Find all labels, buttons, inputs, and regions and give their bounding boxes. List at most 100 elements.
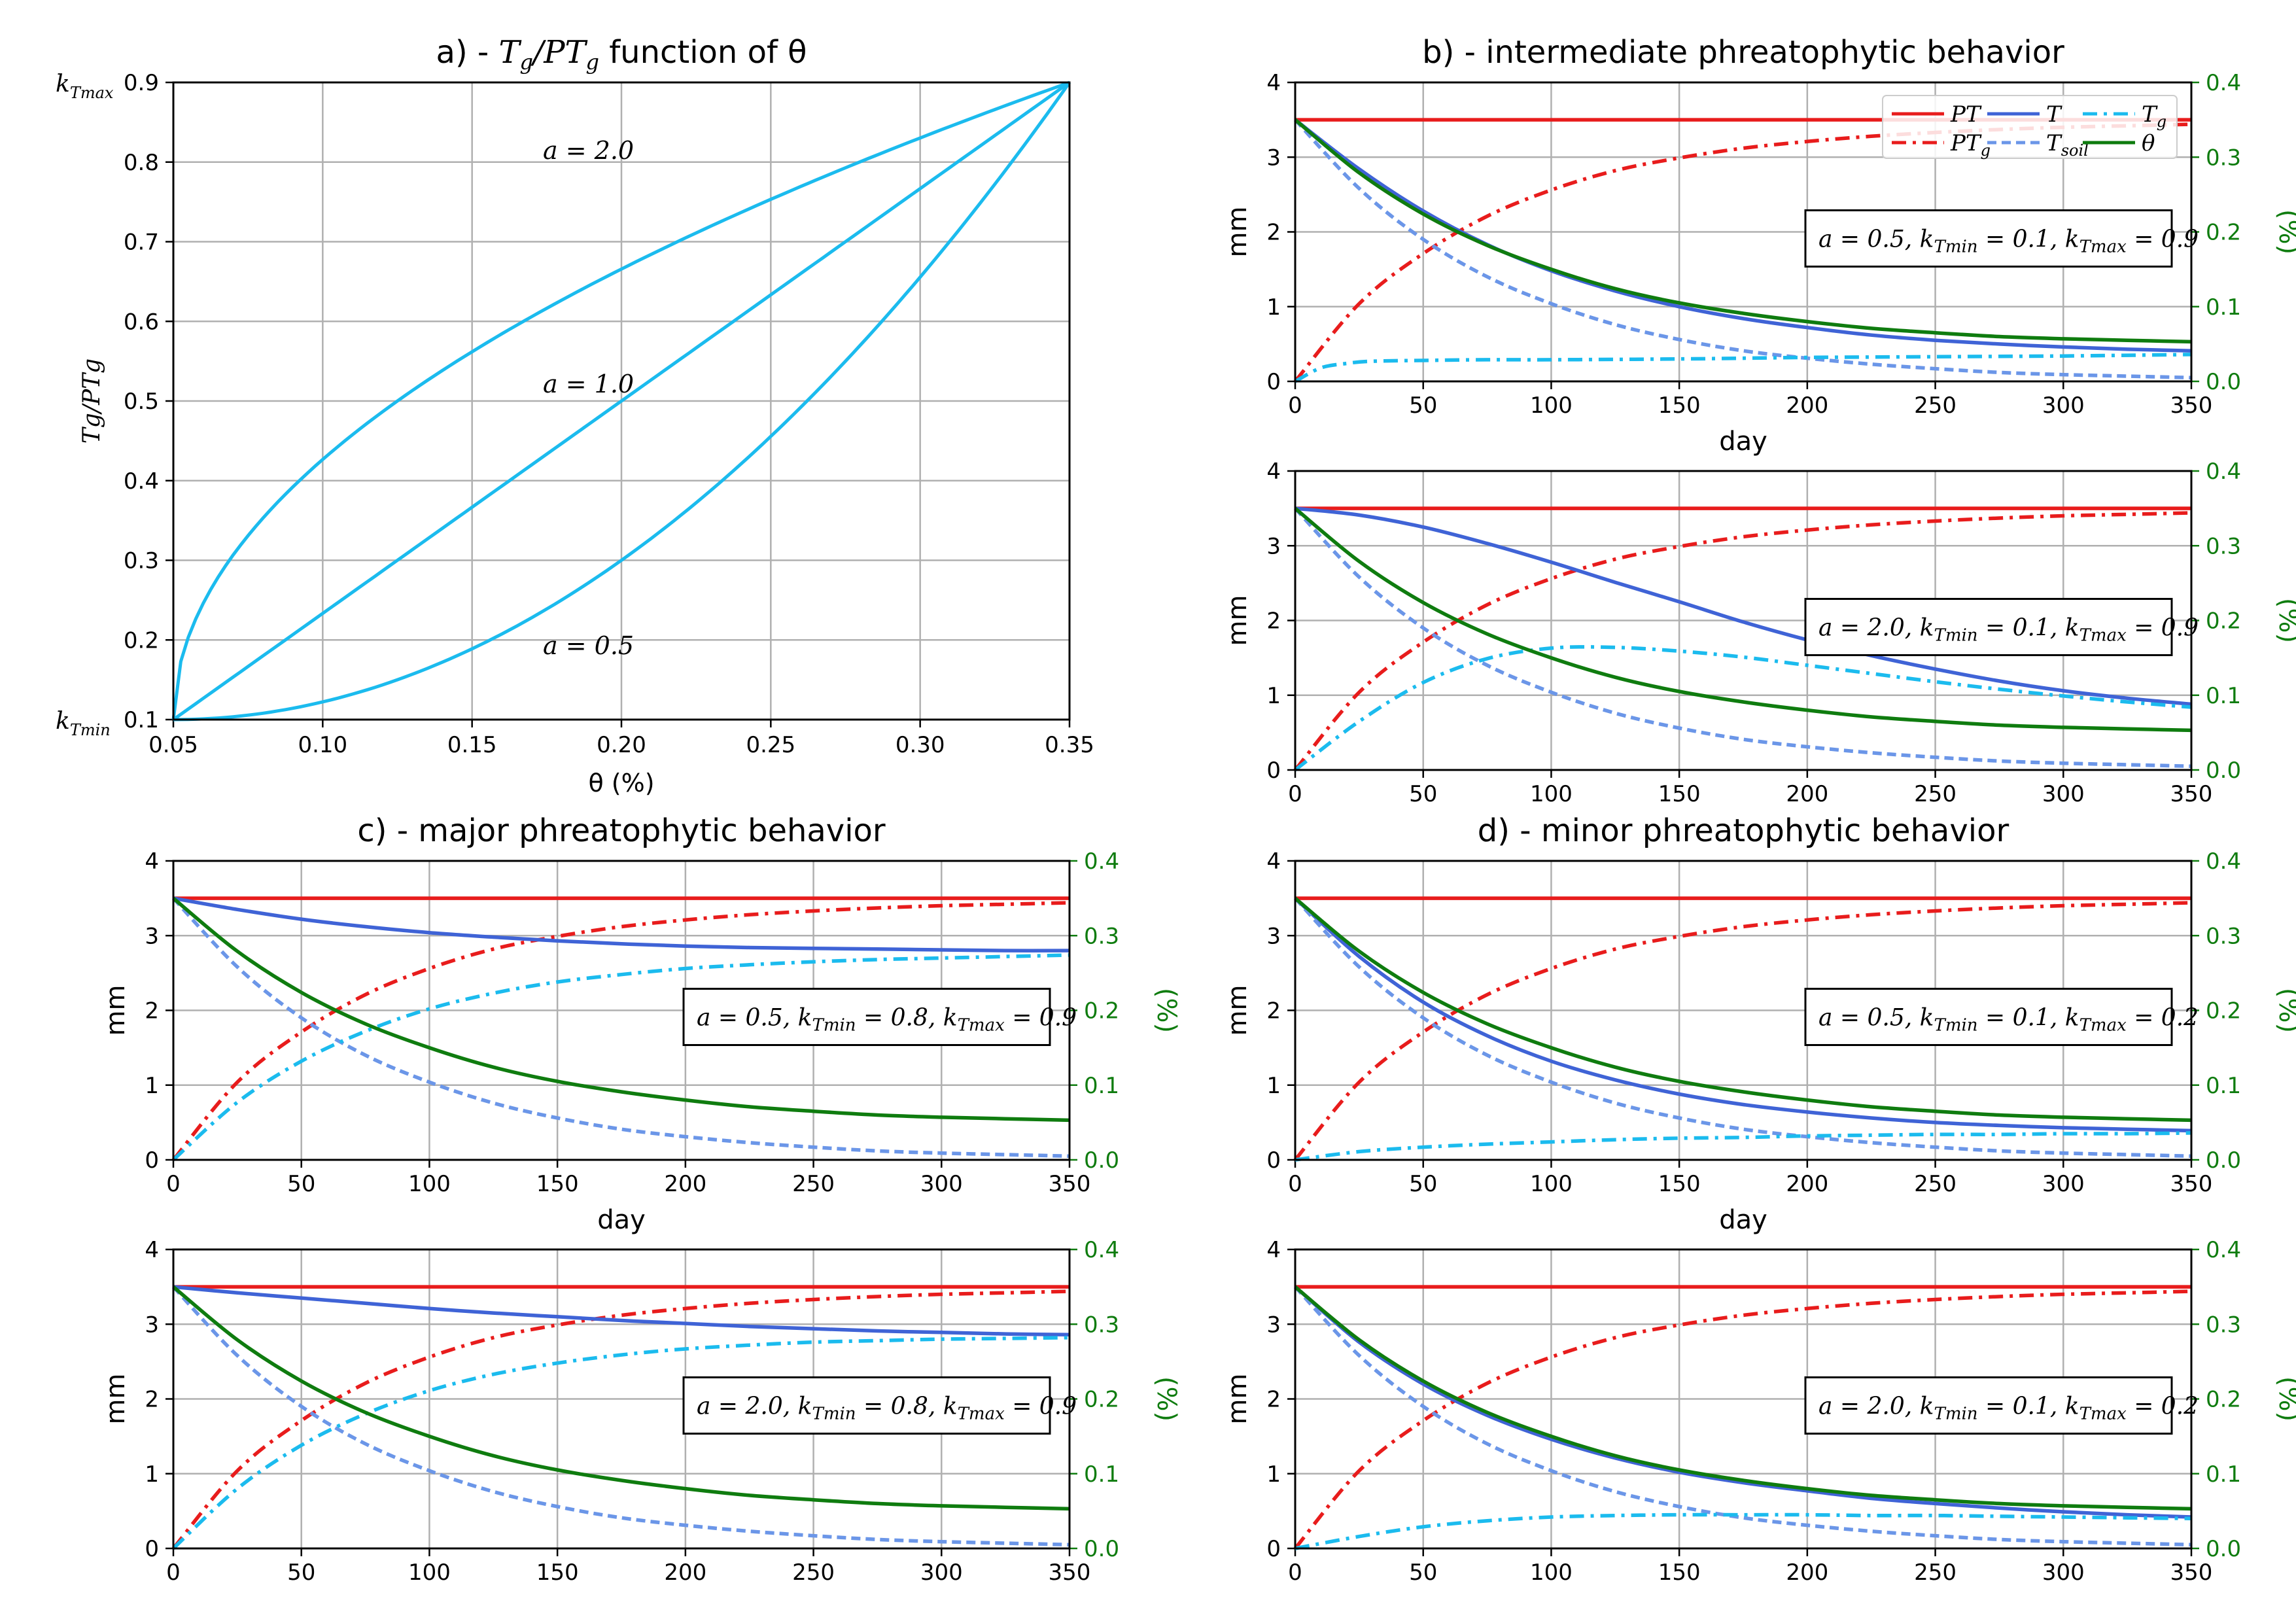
series-Tg: [1294, 645, 2192, 772]
series-T: [1294, 118, 2192, 353]
x-tick-label: 150: [536, 1560, 579, 1586]
curve-label: a = 1.0: [543, 370, 634, 398]
x-tick-label: 300: [2042, 1171, 2085, 1197]
legend-label: PTg: [1950, 130, 1991, 160]
y-right-axis-label: (%): [2273, 1376, 2296, 1422]
legend-label: PT: [1950, 101, 1982, 128]
panel-b2: 0 50 100 150 200 250 300 350 0 1 2 3 4 0.0 0.1 0.2 0.3 0.…: [1223, 459, 2296, 807]
y-right-tick-label: 0.4: [2206, 70, 2241, 96]
y-tick-label: 0.7: [124, 230, 159, 256]
annotation-text: a = 0.5, kTmin = 0.8, kTmax = 0.9: [697, 1005, 1077, 1036]
series-Tg: [1294, 353, 2192, 383]
legend-frame: [1882, 95, 2178, 159]
series-Tg: [172, 953, 1070, 1162]
series-T: [1294, 1285, 2192, 1519]
series-theta: [1294, 1285, 2192, 1511]
annotation-box: [1804, 988, 2173, 1046]
y-axis-label: mm: [1223, 595, 1253, 646]
legend-label: θ: [2142, 130, 2155, 156]
annotation-box: [1804, 1376, 2173, 1435]
x-tick-label: 150: [1658, 781, 1701, 807]
y-tick-label: 3: [145, 923, 159, 949]
x-tick-label: 200: [1786, 393, 1828, 419]
series-T: [1295, 506, 2192, 707]
y-tick-label: 0: [1266, 758, 1281, 784]
y-tick-label: 1: [1266, 1073, 1281, 1099]
x-tick-label: 100: [1530, 393, 1573, 419]
y-tick-label: 0: [145, 1536, 159, 1562]
ytick-kTmin: kTmin: [56, 708, 111, 739]
curve-1: [171, 80, 1070, 720]
x-tick-label: 150: [536, 1171, 579, 1197]
series-Tsoil: [1293, 507, 2192, 769]
y-tick-label: 2: [1266, 1387, 1281, 1413]
x-axis-label: day: [1719, 1205, 1767, 1235]
x-tick-label: 0: [166, 1171, 181, 1197]
curve-2: [172, 80, 1071, 722]
annotation-box: [1804, 209, 2173, 268]
y-tick-label: 2: [1266, 608, 1281, 635]
y-axis-label: mm: [101, 985, 131, 1036]
plot-frame: [1294, 81, 2193, 383]
x-tick-label: 0.30: [896, 732, 945, 758]
x-tick-label: 300: [2042, 393, 2085, 419]
y-right-tick-label: 0.3: [1084, 923, 1119, 949]
ytick-kTmax: kTmax: [56, 71, 114, 102]
x-tick-label: 300: [920, 1560, 963, 1586]
y-tick-label: 0.8: [124, 150, 159, 176]
y-right-axis-label: (%): [1151, 1376, 1181, 1422]
y-right-tick-label: 0.2: [2206, 608, 2241, 635]
y-tick-label: 0.2: [124, 627, 159, 654]
plot-frame: [172, 1248, 1071, 1550]
y-tick-label: 2: [1266, 220, 1281, 246]
series-PTg: [1293, 122, 2192, 383]
series-T: [173, 1285, 1070, 1336]
y-tick-label: 0.6: [124, 309, 159, 335]
y-right-tick-label: 0.4: [2206, 848, 2241, 875]
y-tick-label: 2: [145, 1387, 159, 1413]
y-tick-label: 4: [1266, 848, 1281, 875]
curve-label: a = 0.5: [543, 631, 634, 660]
series-Tsoil: [1293, 897, 2192, 1159]
x-tick-label: 300: [2042, 1560, 2085, 1586]
panel-title: c) - major phreatophytic behavior: [357, 812, 886, 849]
panel-title: d) - minor phreatophytic behavior: [1478, 812, 2009, 849]
x-tick-label: 50: [1409, 393, 1437, 419]
y-tick-label: 0.3: [124, 548, 159, 574]
x-tick-label: 350: [2170, 1560, 2213, 1586]
y-tick-label: 0.9: [124, 70, 159, 96]
y-right-tick-label: 0.2: [1084, 998, 1119, 1024]
x-tick-label: 0.10: [298, 732, 347, 758]
series-PTg: [1293, 901, 2192, 1161]
y-right-tick-label: 0.0: [2206, 369, 2241, 395]
y-right-axis-label: (%): [1151, 988, 1181, 1033]
plot-frame: [172, 860, 1071, 1161]
series-PTg: [171, 901, 1070, 1161]
y-tick-label: 4: [145, 1237, 159, 1263]
x-tick-label: 100: [408, 1560, 451, 1586]
annotation-box: [682, 1376, 1051, 1435]
y-right-tick-label: 0.3: [2206, 923, 2241, 949]
y-right-tick-label: 0.0: [2206, 1536, 2241, 1562]
series-theta: [1294, 118, 2192, 344]
x-tick-label: 50: [287, 1171, 315, 1197]
x-tick-label: 200: [1786, 1560, 1828, 1586]
y-tick-label: 1: [1266, 1461, 1281, 1488]
legend-label: Tg: [2142, 101, 2166, 131]
annotation-text: a = 2.0, kTmin = 0.1, kTmax = 0.9: [1818, 615, 2199, 646]
y-right-tick-label: 0.2: [2206, 998, 2241, 1024]
panel-d1: 0 50 100 150 200 250 300 350 0 1 2 3 4 0.0 0.1 0.2 0.3 0.…: [1223, 812, 2296, 1235]
panel-title: a) - Tg/PTg function of θ: [436, 34, 807, 75]
x-tick-label: 250: [1914, 393, 1957, 419]
x-tick-label: 150: [1658, 393, 1701, 419]
panel-b1: 0 50 100 150 200 250 300 350 0 1 2 3 4 0.0 0.1 0.2 0.3 0.…: [1223, 34, 2296, 457]
y-right-tick-label: 0.1: [2206, 683, 2241, 709]
series-Tsoil: [1293, 118, 2192, 380]
y-right-tick-label: 0.2: [2206, 1387, 2241, 1413]
y-tick-label: 1: [1266, 683, 1281, 709]
panel-a: 0.05 0.10 0.15 0.20 0.25 0.30 0.35 0.1 0.2 0.3 0.4…: [56, 34, 1094, 797]
y-right-tick-label: 0.3: [2206, 1312, 2241, 1338]
x-tick-label: 0: [1288, 781, 1302, 807]
y-axis-label: mm: [101, 1374, 131, 1425]
y-tick-label: 1: [145, 1073, 159, 1099]
